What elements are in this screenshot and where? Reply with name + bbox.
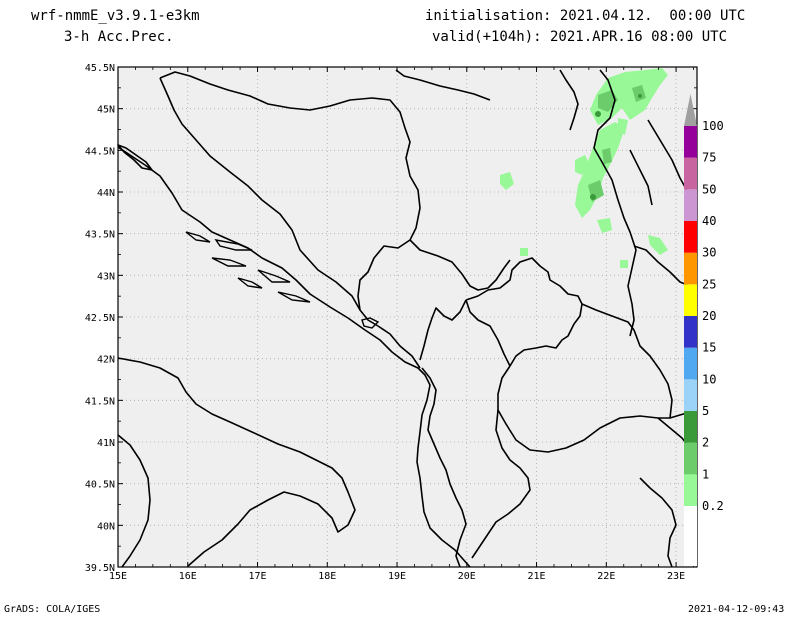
model-title: wrf-nmmE_v3.9.1-e3km: [31, 8, 200, 24]
islands: [185, 231, 380, 329]
colorbar-segment: [684, 379, 697, 411]
lon-label: 18E: [318, 571, 336, 582]
lon-label: 23E: [667, 571, 685, 582]
national-borders: [159, 69, 698, 568]
colorbar-label: 25: [702, 277, 716, 291]
coastlines: [117, 144, 698, 568]
colorbar-label: 40: [702, 214, 716, 228]
lat-label: 42.5N: [85, 313, 115, 324]
lon-label: 16E: [179, 571, 197, 582]
lat-label: 39.5N: [85, 563, 115, 574]
lat-label: 41N: [97, 438, 115, 449]
colorbar-label: 10: [702, 372, 716, 386]
colorbar-segment: [684, 189, 697, 221]
colorbar-label: 50: [702, 182, 716, 196]
colorbar-label: 100: [702, 119, 724, 133]
lon-label: 17E: [248, 571, 266, 582]
colorbar-label: 0.2: [702, 499, 724, 513]
colorbar-segment: [684, 284, 697, 316]
colorbar-label: 1: [702, 467, 709, 481]
colorbar-label: 2: [702, 436, 709, 450]
colorbar-label: 5: [702, 404, 709, 418]
lat-label: 40N: [97, 521, 115, 532]
lat-lon-grid: [118, 67, 697, 567]
lon-label: 19E: [388, 571, 406, 582]
lat-label: 41.5N: [85, 396, 115, 407]
lat-label: 43.5N: [85, 230, 115, 241]
lat-label: 43N: [97, 271, 115, 282]
lon-label: 15E: [109, 571, 127, 582]
lat-label: 42N: [97, 355, 115, 366]
colorbar-segment: [684, 316, 697, 348]
colorbar-segment: [684, 442, 697, 475]
lat-label: 40.5N: [85, 480, 115, 491]
colorbar-label: 75: [702, 151, 716, 165]
lon-label: 20E: [458, 571, 476, 582]
colorbar-segment: [684, 474, 697, 506]
field-title: 3-h Acc.Prec.: [64, 29, 174, 45]
lat-label: 45.5N: [85, 63, 115, 74]
lon-axis: 15E 16E 17E 18E 19E 20E 21E 22E 23E: [109, 67, 694, 582]
footer-timestamp: 2021-04-12-09:43: [688, 604, 785, 615]
colorbar-segment: [684, 252, 697, 285]
colorbar-label: 30: [702, 246, 716, 260]
lon-label: 22E: [597, 571, 615, 582]
valid-time: valid(+104h): 2021.APR.16 08:00 UTC: [432, 29, 728, 45]
colorbar-label: 20: [702, 309, 716, 323]
colorbar-segment: [684, 126, 697, 158]
lat-label: 45N: [97, 105, 115, 116]
colorbar-segment: [684, 157, 697, 190]
colorbar-segment: [684, 347, 697, 380]
colorbar-segment: [684, 221, 697, 253]
lat-label: 44.5N: [85, 146, 115, 157]
lon-label: 21E: [528, 571, 546, 582]
colorbar-segment: [684, 411, 697, 443]
precip-area-core: [590, 94, 642, 200]
lat-label: 44N: [97, 188, 115, 199]
colorbar-label: 15: [702, 341, 716, 355]
colorbar-max-triangle: [684, 94, 697, 126]
footer-credit: GrADS: COLA/IGES: [4, 604, 101, 615]
init-time: initialisation: 2021.04.12. 00:00 UTC: [425, 8, 746, 24]
